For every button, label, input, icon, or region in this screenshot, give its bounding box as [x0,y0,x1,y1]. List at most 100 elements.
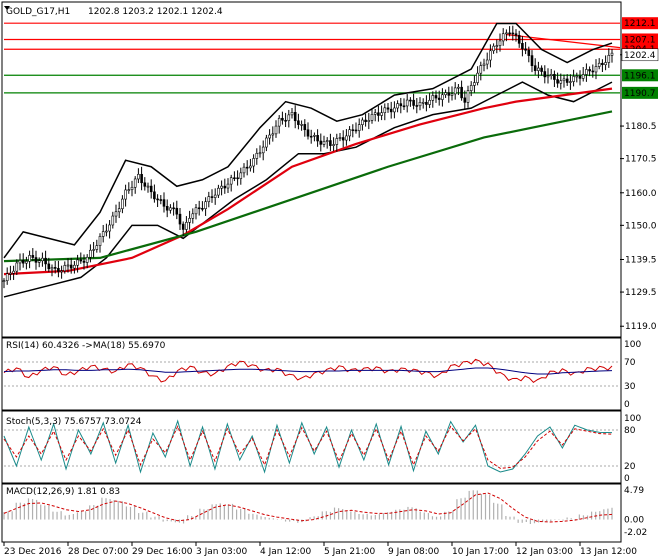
time-label-5: 5 Jan 21:00 [324,547,376,557]
time-label-8: 12 Jan 03:00 [516,547,573,557]
candle-body [421,101,425,104]
candle-body [479,65,483,74]
candle-body [265,137,268,148]
candle-body [226,183,230,189]
candle-body [201,208,204,210]
candle-body [217,187,220,196]
candle-body [607,55,611,63]
candle-body [498,40,502,46]
current-price-tag [621,48,659,62]
candle-body [332,144,335,146]
time-label-9: 13 Jan 12:00 [580,547,637,557]
candle-body [505,32,508,35]
candle-body [565,78,569,83]
candle-body [463,97,467,103]
time-label-0: 23 Dec 2016 [4,547,62,557]
price-axis: 1212.11207.11204.11196.11190.71202.41180… [620,17,659,332]
candle-body [373,112,377,115]
level-tag-text-3: 1196.1 [624,71,656,81]
candle-body [341,137,345,141]
candle-body [527,49,531,56]
candle-body [495,45,499,47]
candle-body [284,119,287,122]
time-label-3: 3 Jan 03:00 [196,547,248,557]
candle-body [175,207,179,215]
candle-body [492,45,495,52]
candle-body [213,194,217,198]
candle-body [511,32,515,35]
candle-body [322,141,326,145]
rsi-label: RSI(14) 60.4326 ->MA(18) 55.6970 [6,341,166,351]
candle-body [444,92,447,96]
candle-body [15,262,19,272]
candle-body [223,185,227,189]
candle-body [159,199,163,201]
candle-body [370,114,374,121]
candle-body [572,76,575,82]
candle-body [396,103,399,109]
candle-body [450,93,454,96]
candle-body [239,172,243,179]
candle-body [597,62,601,67]
candle-body [255,152,259,159]
rsi-panel[interactable] [3,358,620,387]
candle-body [76,259,79,266]
candle-body [364,119,367,122]
candle-body [66,264,70,267]
candle-body [329,140,332,146]
candle-body [543,71,547,78]
candle-body [521,43,524,50]
rsi-tick-2: 30 [624,382,636,392]
chart-menu-icon[interactable] [4,6,10,10]
candle-body [460,86,463,99]
candle-body [415,105,419,107]
candle-body [137,173,140,180]
candle-body [386,107,390,110]
candle-body [402,105,406,108]
candle-body [63,265,67,272]
candle-body [309,135,313,138]
candle-body [399,103,403,107]
candle-body [457,86,460,89]
candle-body [2,280,6,282]
candle-body [191,213,195,219]
candle-body [31,255,35,258]
level-tag-text-0: 1212.1 [624,19,656,29]
candle-body [345,135,348,141]
candle-body [229,177,233,185]
candle-body [165,206,169,211]
price-tick-label-8: 1160.0 [625,189,657,199]
level-tag-4 [622,86,658,99]
candle-body [92,249,95,251]
candle-body [85,256,89,263]
candle-body [242,166,246,174]
candle-body [389,108,393,113]
candle-body [351,129,355,131]
candle-body [409,99,412,102]
price-tick-label-7: 1170.5 [625,155,657,165]
candle-body [540,67,543,72]
candle-body [588,69,591,72]
price-panel[interactable] [2,22,621,298]
candle-body [575,75,579,78]
candle-body [383,107,387,114]
candle-body [57,268,60,272]
candle-body [549,74,553,76]
candle-body [185,222,188,230]
candle-body [60,270,63,273]
candle-body [82,260,86,263]
time-label-1: 28 Dec 07:00 [68,547,129,557]
candle-body [233,177,236,180]
candle-body [412,99,415,106]
candle-body [306,129,310,137]
candle-body [249,165,252,169]
stoch-panel[interactable] [3,419,620,474]
candle-body [79,259,83,262]
macd-panel[interactable] [3,490,613,525]
candle-body [133,178,137,188]
stoch-tick-0: 100 [624,414,641,424]
candle-body [431,95,435,101]
candle-body [105,230,108,233]
candle-body [117,208,121,213]
candle-body [482,63,486,66]
